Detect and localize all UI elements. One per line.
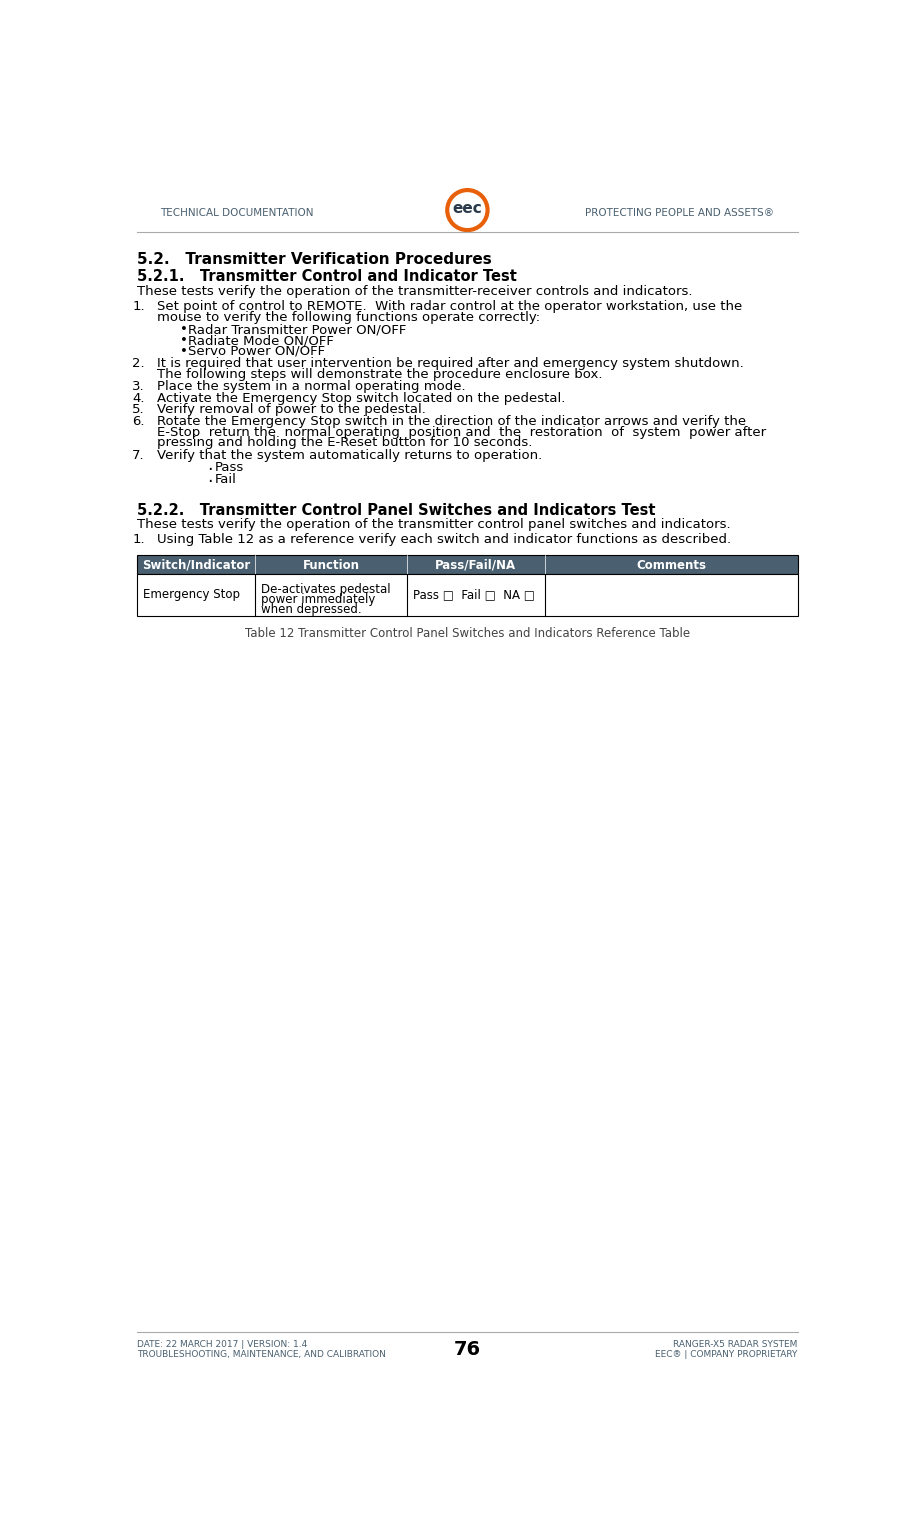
Text: •: •	[179, 345, 188, 359]
Text: Switch/Indicator: Switch/Indicator	[142, 559, 250, 571]
Text: EEC® | COMPANY PROPRIETARY: EEC® | COMPANY PROPRIETARY	[654, 1350, 797, 1359]
Text: 6.: 6.	[132, 416, 145, 428]
Text: •: •	[179, 323, 188, 337]
Text: Radiate Mode ON/OFF: Radiate Mode ON/OFF	[188, 334, 333, 348]
Text: Pass: Pass	[214, 462, 244, 474]
Text: ·: ·	[207, 474, 212, 491]
Text: power immediately: power immediately	[261, 593, 375, 606]
Text: Using Table 12 as a reference verify each switch and indicator functions as desc: Using Table 12 as a reference verify eac…	[157, 534, 730, 546]
FancyBboxPatch shape	[137, 574, 797, 616]
Text: Table 12 Transmitter Control Panel Switches and Indicators Reference Table: Table 12 Transmitter Control Panel Switc…	[244, 626, 690, 640]
Text: De-activates pedestal: De-activates pedestal	[261, 583, 391, 596]
Text: 5.2.   Transmitter Verification Procedures: 5.2. Transmitter Verification Procedures	[137, 252, 491, 268]
FancyBboxPatch shape	[137, 556, 797, 574]
Text: Fail: Fail	[214, 474, 236, 486]
Text: 76: 76	[454, 1339, 480, 1359]
Text: 1.: 1.	[132, 300, 145, 312]
Text: Set point of control to REMOTE.  With radar control at the operator workstation,: Set point of control to REMOTE. With rad…	[157, 300, 741, 312]
Text: 7.: 7.	[132, 449, 145, 462]
Text: PROTECTING PEOPLE AND ASSETS®: PROTECTING PEOPLE AND ASSETS®	[585, 208, 773, 219]
Text: 5.: 5.	[132, 403, 145, 417]
Text: It is required that user intervention be required after and emergency system shu: It is required that user intervention be…	[157, 357, 742, 371]
Text: 5.2.2.   Transmitter Control Panel Switches and Indicators Test: 5.2.2. Transmitter Control Panel Switche…	[137, 503, 655, 517]
Text: 2.: 2.	[132, 357, 145, 371]
Text: 4.: 4.	[132, 392, 145, 405]
Text: These tests verify the operation of the transmitter-receiver controls and indica: These tests verify the operation of the …	[137, 285, 692, 297]
Text: Radar Transmitter Power ON/OFF: Radar Transmitter Power ON/OFF	[188, 323, 405, 337]
Text: Servo Power ON/OFF: Servo Power ON/OFF	[188, 345, 324, 359]
Text: Emergency Stop: Emergency Stop	[143, 588, 241, 602]
Text: •: •	[179, 334, 188, 348]
Text: Comments: Comments	[636, 559, 705, 571]
Text: Pass □  Fail □  NA □: Pass □ Fail □ NA □	[413, 588, 535, 602]
Text: Verify removal of power to the pedestal.: Verify removal of power to the pedestal.	[157, 403, 425, 417]
Text: TECHNICAL DOCUMENTATION: TECHNICAL DOCUMENTATION	[160, 208, 313, 219]
Text: Pass/Fail/NA: Pass/Fail/NA	[435, 559, 516, 571]
Text: Verify that the system automatically returns to operation.: Verify that the system automatically ret…	[157, 449, 541, 462]
Text: Place the system in a normal operating mode.: Place the system in a normal operating m…	[157, 380, 465, 394]
Text: E-Stop  return the  normal operating  position and  the  restoration  of  system: E-Stop return the normal operating posit…	[157, 426, 765, 439]
Text: RANGER-X5 RADAR SYSTEM: RANGER-X5 RADAR SYSTEM	[672, 1339, 797, 1348]
Text: The following steps will demonstrate the procedure enclosure box.: The following steps will demonstrate the…	[157, 368, 601, 382]
Text: pressing and holding the E-Reset button for 10 seconds.: pressing and holding the E-Reset button …	[157, 437, 531, 449]
Text: when depressed.: when depressed.	[261, 603, 362, 616]
Text: TROUBLESHOOTING, MAINTENANCE, AND CALIBRATION: TROUBLESHOOTING, MAINTENANCE, AND CALIBR…	[137, 1350, 385, 1359]
Text: mouse to verify the following functions operate correctly:: mouse to verify the following functions …	[157, 311, 539, 325]
Text: 1.: 1.	[132, 534, 145, 546]
Text: ·: ·	[207, 462, 212, 479]
Text: 3.: 3.	[132, 380, 145, 394]
Text: Activate the Emergency Stop switch located on the pedestal.: Activate the Emergency Stop switch locat…	[157, 392, 565, 405]
Text: eec: eec	[452, 202, 482, 215]
Text: Rotate the Emergency Stop switch in the direction of the indicator arrows and ve: Rotate the Emergency Stop switch in the …	[157, 416, 745, 428]
Text: 5.2.1.   Transmitter Control and Indicator Test: 5.2.1. Transmitter Control and Indicator…	[137, 269, 517, 285]
Text: DATE: 22 MARCH 2017 | VERSION: 1.4: DATE: 22 MARCH 2017 | VERSION: 1.4	[137, 1339, 307, 1348]
Text: Function: Function	[302, 559, 359, 571]
Text: These tests verify the operation of the transmitter control panel switches and i: These tests verify the operation of the …	[137, 519, 730, 531]
